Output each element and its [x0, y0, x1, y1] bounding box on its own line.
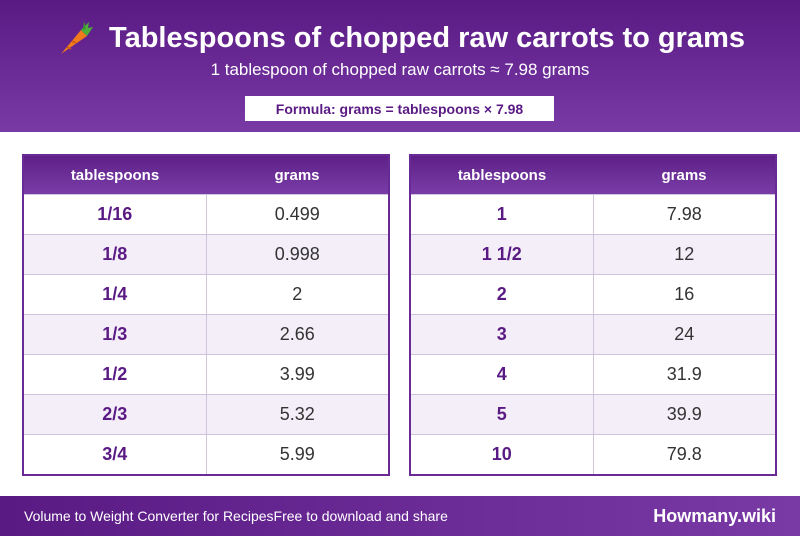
table-row: 1/2 3.99: [24, 354, 388, 394]
tablespoons-cell: 1/4: [24, 275, 207, 314]
footer-converter-text: Volume to Weight Converter for Recipes: [24, 508, 274, 524]
conversion-table-right: tablespoons grams 1 7.98 1 1/2 12 2 16 3 24 …: [409, 154, 777, 476]
tablespoons-cell: 1 1/2: [411, 235, 594, 274]
grams-cell: 5.32: [279, 404, 315, 424]
grams-cell: 16: [674, 284, 695, 304]
table-row: 2/3 5.32: [24, 394, 388, 434]
page-subtitle: 1 tablespoon of chopped raw carrots ≈ 7.…: [210, 60, 590, 79]
grams-cell: 0.998: [274, 244, 320, 264]
grams-cell: 7.98: [666, 204, 702, 224]
page-title: Tablespoons of chopped raw carrots to gr…: [109, 21, 745, 54]
grams-cell: 0.499: [274, 204, 320, 224]
tablespoons-cell: 1/16: [24, 195, 207, 234]
tablespoons-cell: 5: [411, 395, 594, 434]
grams-cell: 79.8: [666, 444, 702, 464]
table-row: 1/3 2.66: [24, 314, 388, 354]
column-header-tablespoons: tablespoons: [70, 166, 160, 184]
footer-bar: Volume to Weight Converter for Recipes Fr…: [0, 496, 800, 536]
table-row: 1/4 2: [24, 274, 388, 314]
grams-cell: 3.99: [279, 364, 315, 384]
table-row: 3 24: [411, 314, 775, 354]
table-header: tablespoons grams: [24, 156, 388, 194]
table-body: 1/16 0.499 1/8 0.998 1/4 2 1/3 2.66 1/2 3.99 …: [24, 194, 388, 474]
carrot-icon: [61, 21, 94, 54]
table-row: 1 7.98: [411, 194, 775, 234]
tablespoons-cell: 1: [411, 195, 594, 234]
brand-logo-text[interactable]: Howmany.wiki: [653, 505, 776, 526]
tablespoons-cell: 3: [411, 315, 594, 354]
table-row: 3/4 5.99: [24, 434, 388, 474]
table-header: tablespoons grams: [411, 156, 775, 194]
grams-cell: 2: [292, 284, 303, 304]
grams-cell: 5.99: [279, 444, 315, 464]
table-row: 10 79.8: [411, 434, 775, 474]
grams-cell: 24: [674, 324, 695, 344]
table-row: 1 1/2 12: [411, 234, 775, 274]
tablespoons-cell: 10: [411, 435, 594, 474]
tablespoons-cell: 2/3: [24, 395, 207, 434]
table-body: 1 7.98 1 1/2 12 2 16 3 24 4 31.9 5 39.9 10 79.8: [411, 194, 775, 474]
footer-tagline: Volume to Weight Converter for Recipes Fr…: [24, 496, 448, 536]
column-header-grams: grams: [661, 166, 707, 184]
tablespoons-cell: 4: [411, 355, 594, 394]
formula-badge: Formula: grams = tablespoons × 7.98: [245, 96, 554, 121]
footer-share-text: Free to download and share: [273, 508, 448, 524]
conversion-table-left: tablespoons grams 1/16 0.499 1/8 0.998 1/4…: [22, 154, 390, 476]
header-banner: Tablespoons of chopped raw carrots to gr…: [0, 0, 800, 132]
column-header-tablespoons: tablespoons: [457, 166, 547, 184]
grams-cell: 2.66: [279, 324, 315, 344]
table-row: 2 16: [411, 274, 775, 314]
tablespoons-cell: 2: [411, 275, 594, 314]
grams-cell: 31.9: [666, 364, 702, 384]
tablespoons-cell: 1/2: [24, 355, 207, 394]
table-row: 1/8 0.998: [24, 234, 388, 274]
table-row: 4 31.9: [411, 354, 775, 394]
table-row: 1/16 0.499: [24, 194, 388, 234]
table-row: 5 39.9: [411, 394, 775, 434]
tablespoons-cell: 1/3: [24, 315, 207, 354]
column-header-grams: grams: [274, 166, 320, 184]
grams-cell: 12: [674, 244, 695, 264]
title-row: Tablespoons of chopped raw carrots to gr…: [0, 16, 800, 60]
tablespoons-cell: 1/8: [24, 235, 207, 274]
tablespoons-cell: 3/4: [24, 435, 207, 474]
grams-cell: 39.9: [666, 404, 702, 424]
